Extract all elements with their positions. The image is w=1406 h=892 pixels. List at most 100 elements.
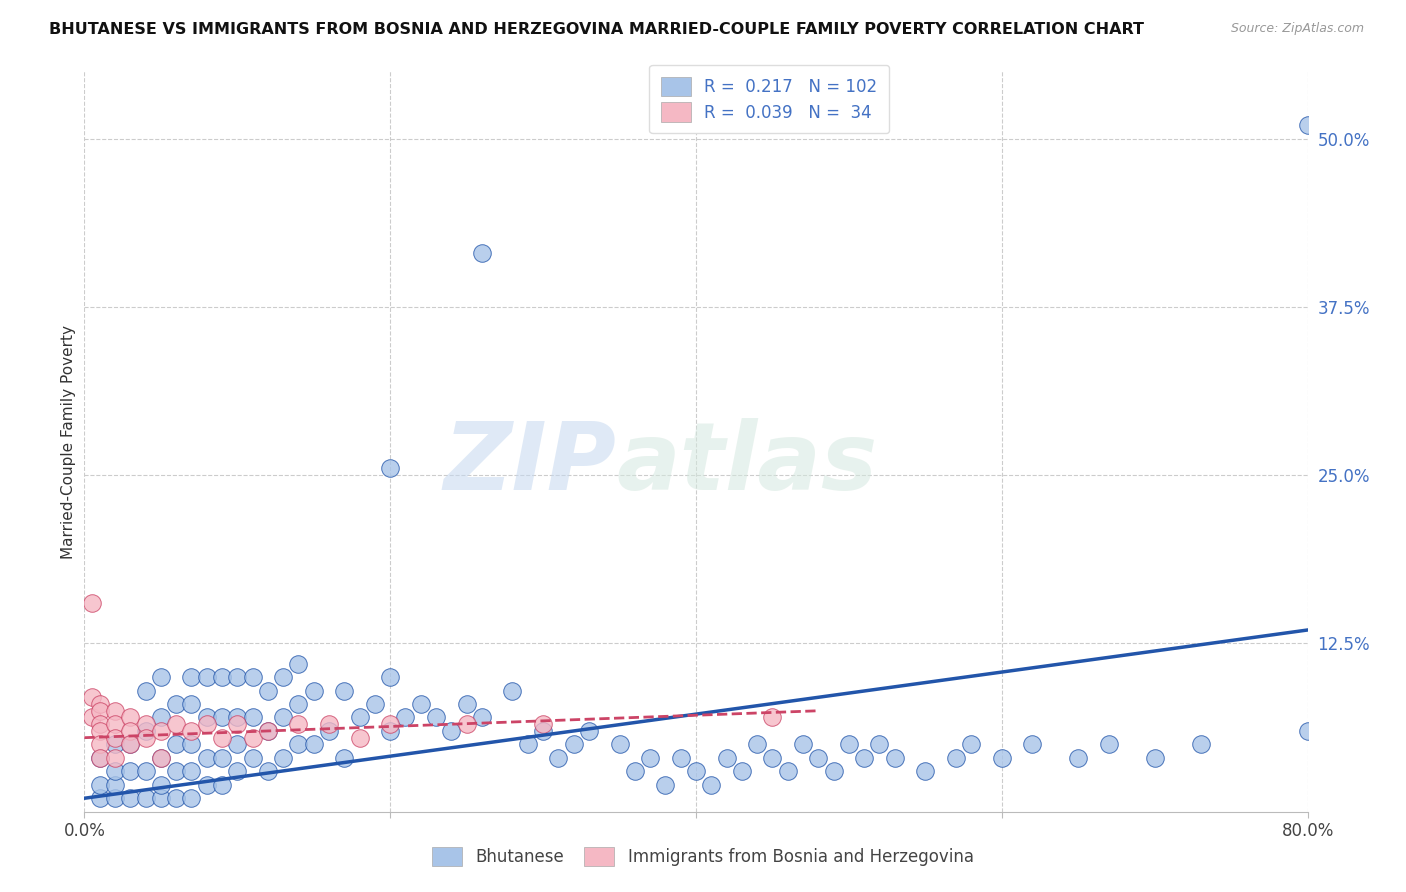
Point (914, 764, 936, 779)
Point (149, 791, 172, 805)
Point (257, 764, 280, 779)
Point (333, 751, 356, 765)
Point (80, 596, 103, 610)
Point (89, 791, 111, 805)
Point (1098, 738, 1121, 752)
Point (226, 764, 249, 779)
Point (242, 670, 264, 684)
Point (211, 751, 233, 765)
Point (80, 690, 103, 705)
Point (257, 723, 280, 738)
Point (271, 751, 294, 765)
Point (89, 751, 111, 765)
Point (226, 717, 249, 731)
Point (135, 717, 157, 731)
Point (669, 751, 692, 765)
Point (761, 751, 783, 765)
Point (195, 710, 218, 724)
Point (287, 657, 309, 671)
Point (425, 710, 447, 724)
Point (211, 731, 233, 745)
Point (716, 751, 738, 765)
Point (80, 710, 103, 724)
Point (302, 738, 325, 752)
Point (287, 697, 309, 711)
Text: Source: ZipAtlas.com: Source: ZipAtlas.com (1230, 22, 1364, 36)
Point (180, 738, 202, 752)
Point (120, 723, 142, 738)
Point (211, 778, 233, 792)
Point (89, 738, 111, 752)
Point (242, 751, 264, 765)
Point (195, 717, 218, 731)
Point (89, 704, 111, 718)
Point (456, 697, 478, 711)
Point (776, 764, 799, 779)
Point (516, 738, 538, 752)
Text: BHUTANESE VS IMMIGRANTS FROM BOSNIA AND HERZEGOVINA MARRIED-COUPLE FAMILY POVERT: BHUTANESE VS IMMIGRANTS FROM BOSNIA AND … (49, 22, 1144, 37)
Point (120, 764, 142, 779)
Point (104, 738, 127, 752)
Point (135, 764, 157, 779)
Point (869, 738, 891, 752)
Point (89, 751, 111, 765)
Point (104, 778, 127, 792)
Point (89, 778, 111, 792)
Point (287, 717, 309, 731)
Point (1021, 738, 1043, 752)
Point (991, 751, 1014, 765)
Point (120, 738, 142, 752)
Y-axis label: Married-Couple Family Poverty: Married-Couple Family Poverty (60, 325, 76, 558)
Point (731, 764, 754, 779)
Point (180, 697, 202, 711)
Point (1189, 738, 1212, 752)
Point (149, 751, 172, 765)
Point (149, 723, 172, 738)
Point (180, 764, 202, 779)
Point (1067, 751, 1090, 765)
Text: atlas: atlas (616, 417, 877, 509)
Point (165, 697, 187, 711)
Point (135, 723, 157, 738)
Point (287, 738, 309, 752)
Point (104, 791, 127, 805)
Point (700, 778, 723, 792)
Point (242, 731, 264, 745)
Point (195, 670, 218, 684)
Point (853, 751, 876, 765)
Point (960, 738, 983, 752)
Point (180, 670, 202, 684)
Point (547, 751, 569, 765)
Point (165, 738, 187, 752)
Point (257, 683, 280, 698)
Point (471, 710, 494, 724)
Point (165, 764, 187, 779)
Point (609, 738, 631, 752)
Point (104, 764, 127, 779)
Point (226, 710, 249, 724)
Text: ZIP: ZIP (443, 417, 616, 509)
Point (135, 731, 157, 745)
Point (180, 791, 202, 805)
Point (1143, 751, 1166, 765)
Point (823, 764, 845, 779)
Point (120, 791, 142, 805)
Point (883, 751, 905, 765)
Point (135, 791, 157, 805)
Point (149, 710, 172, 724)
Legend: Bhutanese, Immigrants from Bosnia and Herzegovina: Bhutanese, Immigrants from Bosnia and He… (425, 838, 981, 875)
Point (318, 717, 340, 731)
Point (502, 683, 524, 698)
Point (349, 710, 371, 724)
Point (409, 697, 432, 711)
Point (226, 670, 249, 684)
Point (195, 751, 218, 765)
Point (685, 764, 707, 779)
Point (349, 731, 371, 745)
Point (333, 683, 356, 698)
Point (380, 717, 402, 731)
Point (792, 738, 814, 752)
Point (654, 778, 676, 792)
Point (195, 778, 218, 792)
Point (624, 764, 647, 779)
